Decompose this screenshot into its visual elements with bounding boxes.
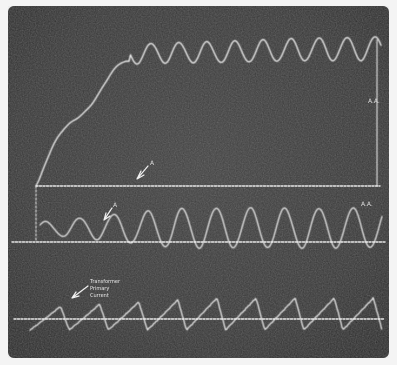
lower-trace-label-line-1: Transformer <box>89 279 121 285</box>
upper-trace-line <box>35 36 382 187</box>
lower-label-pointer-arrow <box>71 285 89 299</box>
side-label-middle: A.A. <box>361 201 373 208</box>
upper-pointer-arrow <box>136 165 149 180</box>
pointer-group <box>71 165 149 299</box>
middle-pointer-arrow <box>103 207 113 221</box>
middle-pointer-label: A <box>113 202 118 209</box>
trace-baselines <box>11 185 386 320</box>
side-label-upper: A.A. <box>368 98 380 105</box>
screen-background <box>8 6 389 358</box>
lower-trace-line <box>29 297 383 331</box>
upper-pointer-label: A <box>150 160 155 167</box>
middle-trace-line <box>39 207 383 249</box>
trace-group <box>29 36 383 331</box>
lower-trace-label-line-3: Current <box>90 293 109 299</box>
lower-trace-label-line-2: Primary <box>90 286 109 292</box>
